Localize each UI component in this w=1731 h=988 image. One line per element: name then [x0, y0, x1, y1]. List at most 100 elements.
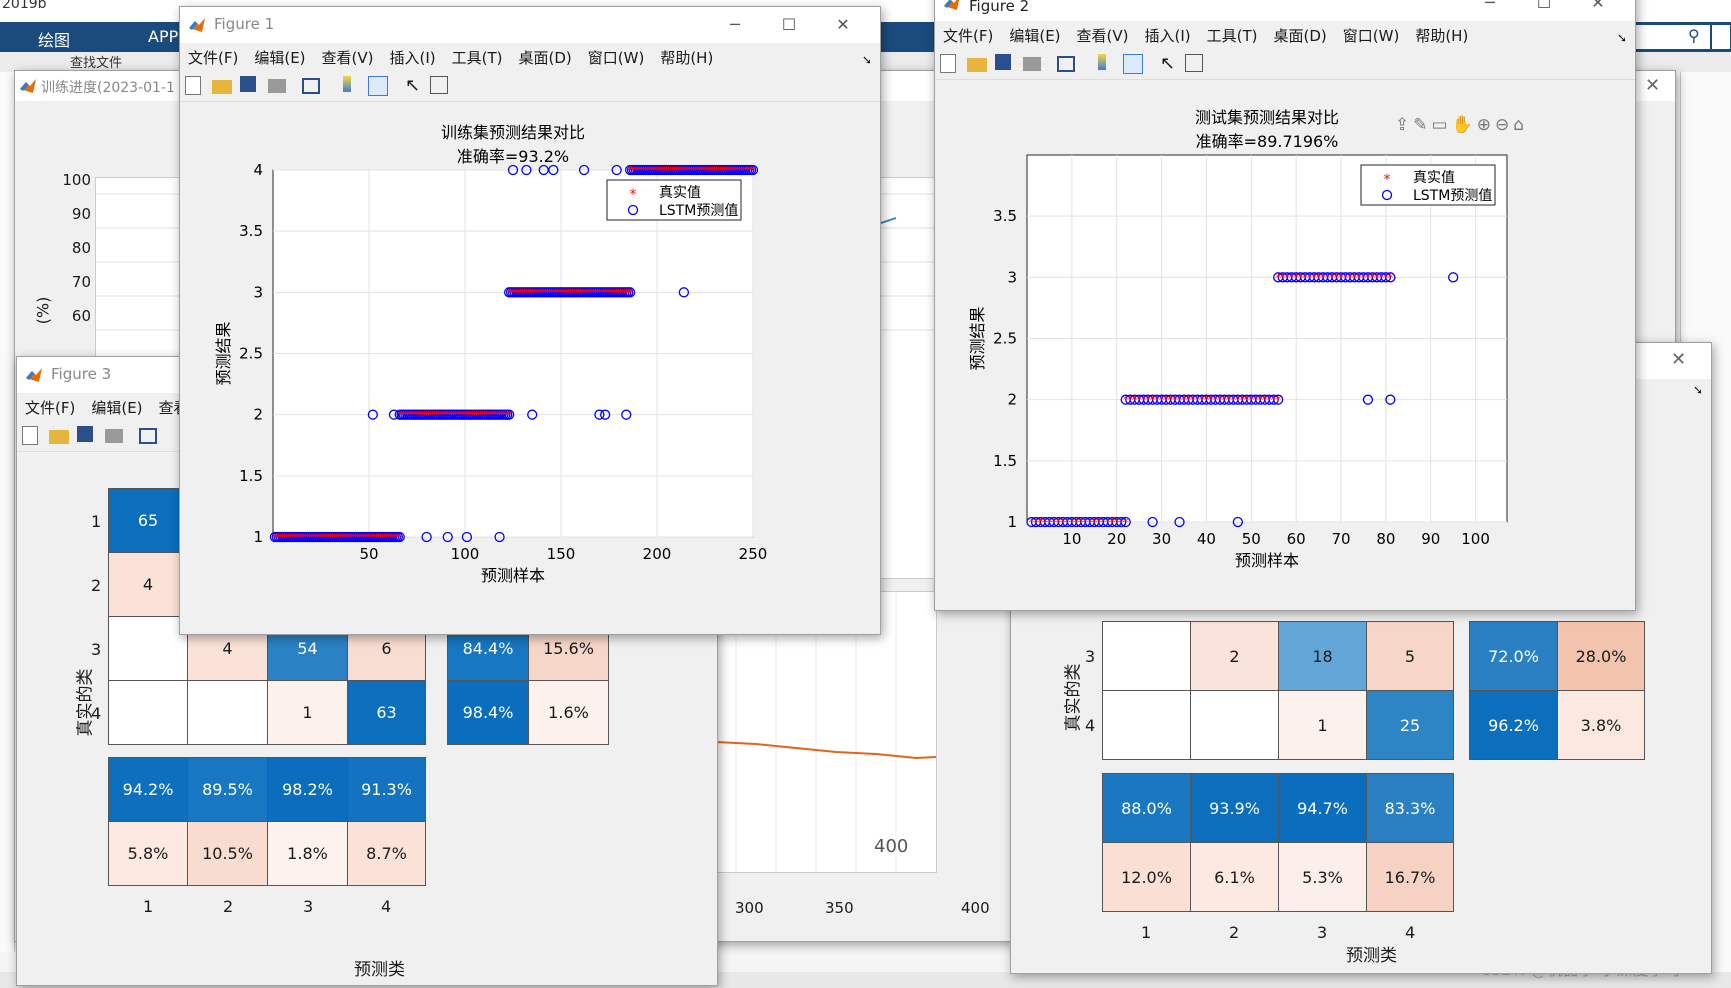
save-icon[interactable] — [240, 76, 256, 92]
save-icon[interactable] — [77, 426, 93, 442]
home-icon[interactable]: ⌂ — [1513, 115, 1529, 135]
print-icon[interactable] — [105, 429, 123, 443]
find-files-button[interactable]: 查找文件 — [70, 56, 123, 71]
menu-edit[interactable]: 编辑(E) — [91, 399, 143, 417]
col-label: 3 — [303, 897, 314, 916]
menu-file[interactable]: 文件(F) — [25, 399, 76, 417]
menu-file[interactable]: 文件(F) — [188, 49, 239, 67]
menu-help[interactable]: 帮助(H) — [1415, 27, 1469, 45]
close-icon[interactable]: ✕ — [836, 15, 850, 34]
true-value-point: * — [514, 286, 520, 299]
colorbar-icon[interactable] — [1098, 54, 1106, 70]
pointer-icon[interactable]: ↖ — [405, 75, 421, 96]
open-icon[interactable] — [212, 80, 232, 94]
true-value-point: * — [581, 286, 587, 299]
true-value-point: * — [600, 286, 606, 299]
zoom-out-icon[interactable]: ⊖ — [1494, 115, 1514, 135]
true-value-point: * — [708, 164, 714, 177]
property-inspector-icon[interactable] — [1185, 54, 1203, 72]
pan-icon[interactable]: ✋ — [1451, 115, 1477, 135]
menu-tools[interactable]: 工具(T) — [451, 49, 503, 67]
true-value-point: * — [447, 409, 453, 422]
menu-view[interactable]: 查看(V) — [1076, 27, 1129, 45]
y-tick-label: 1.5 — [993, 452, 1017, 470]
new-figure-icon[interactable] — [940, 54, 956, 73]
collapse-icon[interactable] — [1712, 25, 1730, 49]
open-icon[interactable] — [49, 430, 69, 444]
new-figure-icon[interactable] — [22, 426, 38, 445]
ribbon-tab-apps[interactable]: APP — [148, 27, 179, 46]
pointer-icon[interactable]: ↖ — [1160, 53, 1176, 74]
property-inspector-icon[interactable] — [430, 76, 448, 94]
true-value-point: * — [666, 164, 672, 177]
minimize-icon[interactable]: ─ — [1485, 0, 1495, 12]
menu-tools[interactable]: 工具(T) — [1206, 27, 1258, 45]
true-value-point: * — [1388, 271, 1394, 284]
close-icon[interactable]: ✕ — [1645, 75, 1661, 96]
maximize-icon[interactable]: ☐ — [781, 15, 797, 34]
legend-icon[interactable] — [1123, 54, 1143, 74]
menu-window[interactable]: 窗口(W) — [587, 49, 645, 67]
search-box[interactable]: ⚲ — [1630, 25, 1710, 49]
true-value-point: * — [1271, 394, 1277, 407]
true-value-point: * — [332, 531, 338, 544]
menu-desktop[interactable]: 桌面(D) — [518, 49, 572, 67]
menu-edit[interactable]: 编辑(E) — [1009, 27, 1061, 45]
prediction-point — [611, 164, 622, 176]
y-tick-label: 1 — [253, 528, 263, 546]
dock-arrow-icon[interactable]: ➘ — [862, 53, 873, 67]
menu-help[interactable]: 帮助(H) — [660, 49, 714, 67]
true-value-point: * — [468, 409, 474, 422]
row-label: 1 — [91, 512, 102, 531]
ytick: 100 — [62, 171, 91, 189]
export-icon[interactable]: ⇪ — [1395, 115, 1414, 135]
minimize-icon[interactable]: ─ — [730, 15, 740, 34]
true-value-point: * — [307, 531, 313, 544]
true-value-point: * — [1150, 394, 1156, 407]
true-value-point: * — [1329, 271, 1335, 284]
close-icon[interactable]: ✕ — [1591, 0, 1605, 12]
true-value-point: * — [687, 164, 693, 177]
menu-edit[interactable]: 编辑(E) — [254, 49, 306, 67]
menu-file[interactable]: 文件(F) — [943, 27, 994, 45]
print-icon[interactable] — [268, 79, 286, 93]
save-icon[interactable] — [995, 54, 1011, 70]
open-icon[interactable] — [967, 58, 987, 72]
legend-icon[interactable] — [368, 76, 388, 96]
col-summary-cell: 98.2% — [267, 757, 348, 822]
maximize-icon[interactable]: ☐ — [1536, 0, 1552, 12]
dock-arrow-icon[interactable]: ➘ — [1693, 383, 1704, 397]
true-value-point: * — [282, 531, 288, 544]
true-value-point: * — [610, 286, 616, 299]
brush-icon[interactable]: ✎ — [1413, 115, 1432, 135]
y-tick-label: 3.5 — [239, 222, 263, 240]
colorbar-icon[interactable] — [343, 76, 351, 92]
true-value-point: * — [577, 286, 583, 299]
menu-desktop[interactable]: 桌面(D) — [1273, 27, 1327, 45]
new-figure-icon[interactable] — [185, 76, 201, 95]
menu-insert[interactable]: 插入(I) — [389, 49, 436, 67]
close-icon[interactable]: ✕ — [1671, 349, 1687, 370]
fig3-col-summary: 94.2% 89.5% 98.2% 91.3% 5.8% 10.5% 1.8% … — [108, 757, 426, 887]
print-icon[interactable] — [1023, 57, 1041, 71]
zoom-in-icon[interactable]: ⊕ — [1476, 115, 1495, 135]
true-value-point: * — [478, 409, 484, 422]
true-value-point: * — [420, 409, 426, 422]
link-plot-icon[interactable] — [139, 428, 157, 444]
axes-toolbar: ⇪✎▭✋⊕⊖⌂ — [1395, 115, 1555, 137]
datatip-icon[interactable]: ▭ — [1431, 115, 1452, 135]
ribbon-tab-plots[interactable]: 绘图 — [38, 31, 71, 50]
true-value-point: * — [1123, 394, 1129, 407]
true-value-point: * — [326, 531, 332, 544]
dock-arrow-icon[interactable]: ➘ — [1617, 31, 1628, 45]
true-value-point: * — [587, 286, 593, 299]
menu-window[interactable]: 窗口(W) — [1342, 27, 1400, 45]
true-value-point: * — [1190, 394, 1196, 407]
true-value-point: * — [608, 286, 614, 299]
link-plot-icon[interactable] — [302, 78, 320, 94]
true-value-point: * — [380, 531, 386, 544]
true-value-point: * — [606, 286, 612, 299]
link-plot-icon[interactable] — [1057, 56, 1075, 72]
menu-insert[interactable]: 插入(I) — [1144, 27, 1191, 45]
menu-view[interactable]: 查看(V) — [321, 49, 374, 67]
